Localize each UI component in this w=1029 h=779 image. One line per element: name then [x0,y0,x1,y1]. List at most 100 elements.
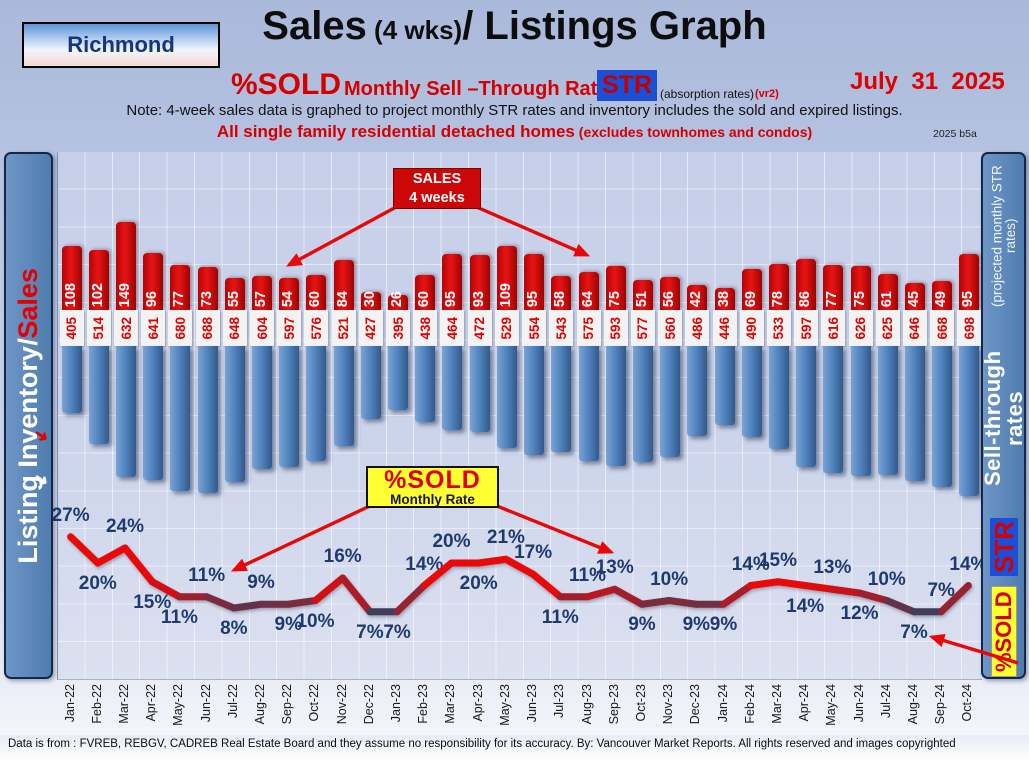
inventory-bar [143,346,164,480]
month-label: Jun-22 [198,684,213,723]
right-axis-str-badge: STR [989,518,1019,577]
sales-value: 75 [606,290,623,307]
sales-bar: 55 [224,278,245,310]
inventory-label-box: 576 [304,310,329,346]
inventory-label-box: 597 [277,310,302,346]
sales-value: 61 [878,290,895,307]
inventory-label-box: 554 [522,310,547,346]
month-label: Apr-23 [470,684,485,722]
pct-label: 9% [682,614,711,636]
pct-label: 20% [432,531,471,552]
sold-callout-line1: %SOLD [384,465,481,494]
inventory-value: 616 [825,316,841,340]
sales-bar: 38 [714,288,735,310]
sales-bar: 78 [768,264,789,310]
sales-bar: 26 [388,291,409,310]
sales-bar: 102 [88,250,109,310]
sales-bar: 73 [197,267,218,310]
sales-value: 75 [851,290,868,307]
title-part3: / Listings Graph [462,4,767,48]
inventory-value: 668 [934,316,950,340]
region-button[interactable]: Richmond [22,22,220,68]
inventory-value: 604 [254,316,270,340]
pct-label: 13% [595,557,634,579]
inventory-value: 486 [689,316,705,340]
inventory-label-box: 529 [494,310,519,346]
inventory-label-box: 533 [766,310,791,346]
month-label: Sep-22 [280,684,295,725]
right-axis-bar: %SOLD STR Sell-through rates (projected … [980,152,1027,679]
inventory-label-box: 648 [222,310,247,346]
inventory-label-box: 514 [86,310,111,346]
inventory-value: 446 [717,316,733,340]
month-label: Nov-22 [334,684,349,725]
inventory-value: 575 [581,316,596,340]
sales-value: 51 [633,290,650,307]
inventory-bar [768,346,789,449]
inventory-label-box: 616 [821,310,846,346]
month-label: Jul-22 [225,684,240,719]
inventory-label-box: 446 [712,310,737,346]
inventory-label-box: 395 [386,310,411,346]
subtitle-rates: Monthly Sell –Through Rates [344,78,620,100]
inventory-bar [524,346,545,455]
inventory-value: 533 [771,316,787,340]
inventory-bar [714,346,735,425]
inventory-value: 438 [417,316,433,340]
pct-label: 11% [569,564,606,586]
sales-value: 86 [797,290,814,307]
sales-value: 60 [307,290,324,307]
inventory-bar [88,346,109,444]
month-label: Dec-23 [688,684,703,725]
pct-label: 11% [188,564,226,586]
inventory-label-box: 646 [902,310,927,346]
month-label: Feb-22 [89,684,104,724]
sales-value: 64 [579,290,596,307]
sales-value: 73 [198,290,215,307]
month-label: Apr-22 [144,684,159,722]
inventory-value: 641 [145,316,161,340]
sales-value: 38 [715,290,732,307]
inventory-bar [904,346,925,481]
sales-bar: 45 [904,283,925,310]
inventory-value: 576 [308,316,324,340]
subtitle-version-tag: (vr2) [755,88,779,100]
inventory-bar [415,346,436,422]
sales-bar: 95 [524,254,545,310]
pct-label: 27% [51,504,90,526]
pct-label: 20% [459,573,498,594]
inventory-bar [61,346,82,413]
inventory-value: 464 [444,316,460,340]
sales-callout-line1: SALES [412,171,462,188]
month-label: Mar-23 [443,684,458,724]
sales-callout-line2: 4 weeks [409,189,465,206]
sales-bar: 49 [932,281,953,310]
sales-bar: 69 [741,269,762,310]
sales-value: 55 [225,290,242,307]
sales-bar: 75 [605,266,626,310]
inventory-label-box: 575 [576,310,601,346]
sales-bar: 61 [877,274,898,310]
month-label: Aug-24 [905,684,920,725]
sales-callout-box: SALES 4 weeks [393,168,481,209]
sales-value: 60 [416,290,433,307]
inventory-bar [632,346,653,462]
inventory-label-box: 698 [957,310,982,346]
month-label: Jan-24 [715,684,730,723]
inventory-bar [306,346,327,461]
sales-bar: 96 [143,253,164,310]
sales-bar: 54 [279,278,300,310]
month-label: Jan-23 [389,684,404,723]
header-subject: All single family residential detached h… [0,122,1029,142]
title-part1: Sales [262,4,367,48]
pct-label: 7% [900,621,928,643]
inventory-bar [551,346,572,452]
inventory-bar [252,346,273,469]
month-label: Mar-22 [117,684,131,724]
sales-bar: 75 [850,266,871,310]
inventory-label-box: 641 [141,310,166,346]
inventory-label-box: 543 [549,310,574,346]
inventory-bar [279,346,300,467]
inventory-value: 648 [227,316,243,340]
